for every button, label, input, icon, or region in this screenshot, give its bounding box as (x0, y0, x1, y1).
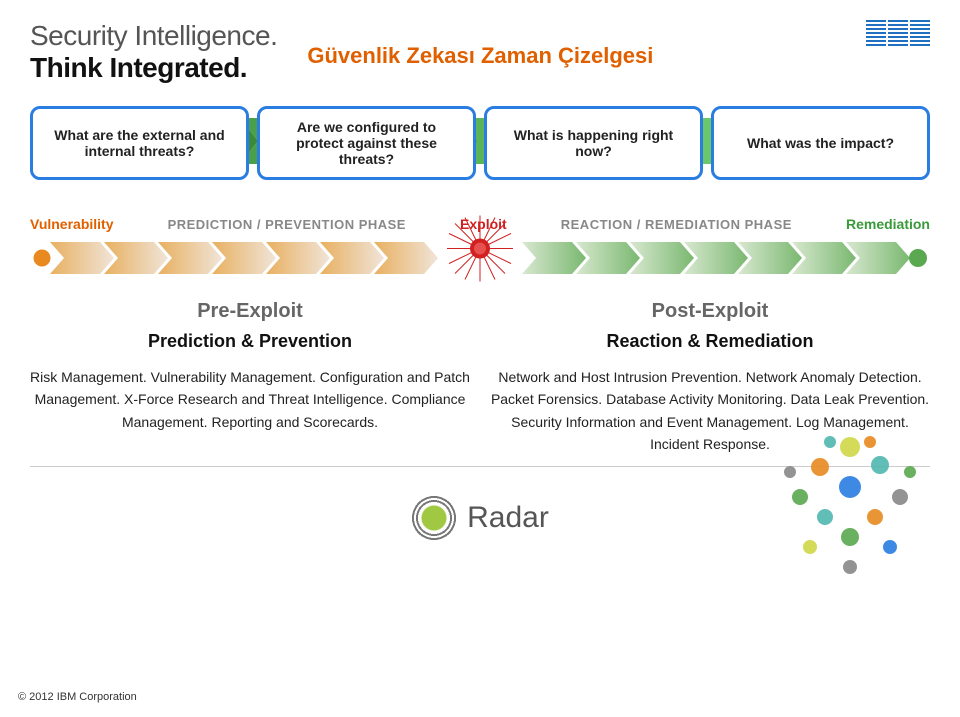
branding: Security Intelligence. Think Integrated. (30, 20, 277, 84)
branding-line1: Security Intelligence. (30, 20, 277, 52)
question-text: Are we configured to protect against the… (272, 119, 461, 167)
ibm-logo-icon (866, 20, 930, 46)
dots-decoration-icon (760, 417, 940, 597)
radar-label: Radar (467, 501, 549, 535)
question-text: What was the impact? (747, 135, 894, 151)
header: Security Intelligence. Think Integrated.… (0, 0, 960, 84)
branding-line2: Think Integrated. (30, 52, 277, 84)
header-left-block: Security Intelligence. Think Integrated.… (30, 20, 653, 84)
question-box-4: What was the impact? (711, 106, 930, 180)
question-box-2: Are we configured to protect against the… (257, 106, 476, 180)
question-text: What is happening right now? (499, 127, 688, 159)
pre-exploit-heading: Pre-Exploit (30, 300, 470, 323)
questions-row: What are the external and internal threa… (0, 84, 960, 180)
prediction-phase-label: PREDICTION / PREVENTION PHASE (168, 217, 406, 232)
prediction-body: Risk Management. Vulnerability Managemen… (30, 366, 470, 433)
question-box-3: What is happening right now? (484, 106, 703, 180)
remediation-label: Remediation (846, 216, 930, 232)
prediction-title: Prediction & Prevention (30, 331, 470, 352)
reaction-title: Reaction & Remediation (490, 331, 930, 352)
radar-icon (411, 495, 457, 541)
timeline-chevrons (0, 232, 960, 272)
vulnerability-label: Vulnerability (30, 216, 114, 232)
post-exploit-heading: Post-Exploit (490, 300, 930, 323)
pre-exploit-column: Pre-Exploit Prediction & Prevention Risk… (30, 300, 470, 456)
question-box-1: What are the external and internal threa… (30, 106, 249, 180)
exploit-burst-icon (445, 214, 515, 284)
copyright-footer: © 2012 IBM Corporation (18, 691, 137, 703)
page-title: Güvenlik Zekası Zaman Çizelgesi (307, 43, 653, 69)
reaction-phase-label: REACTION / REMEDIATION PHASE (561, 217, 792, 232)
question-text: What are the external and internal threa… (45, 127, 234, 159)
